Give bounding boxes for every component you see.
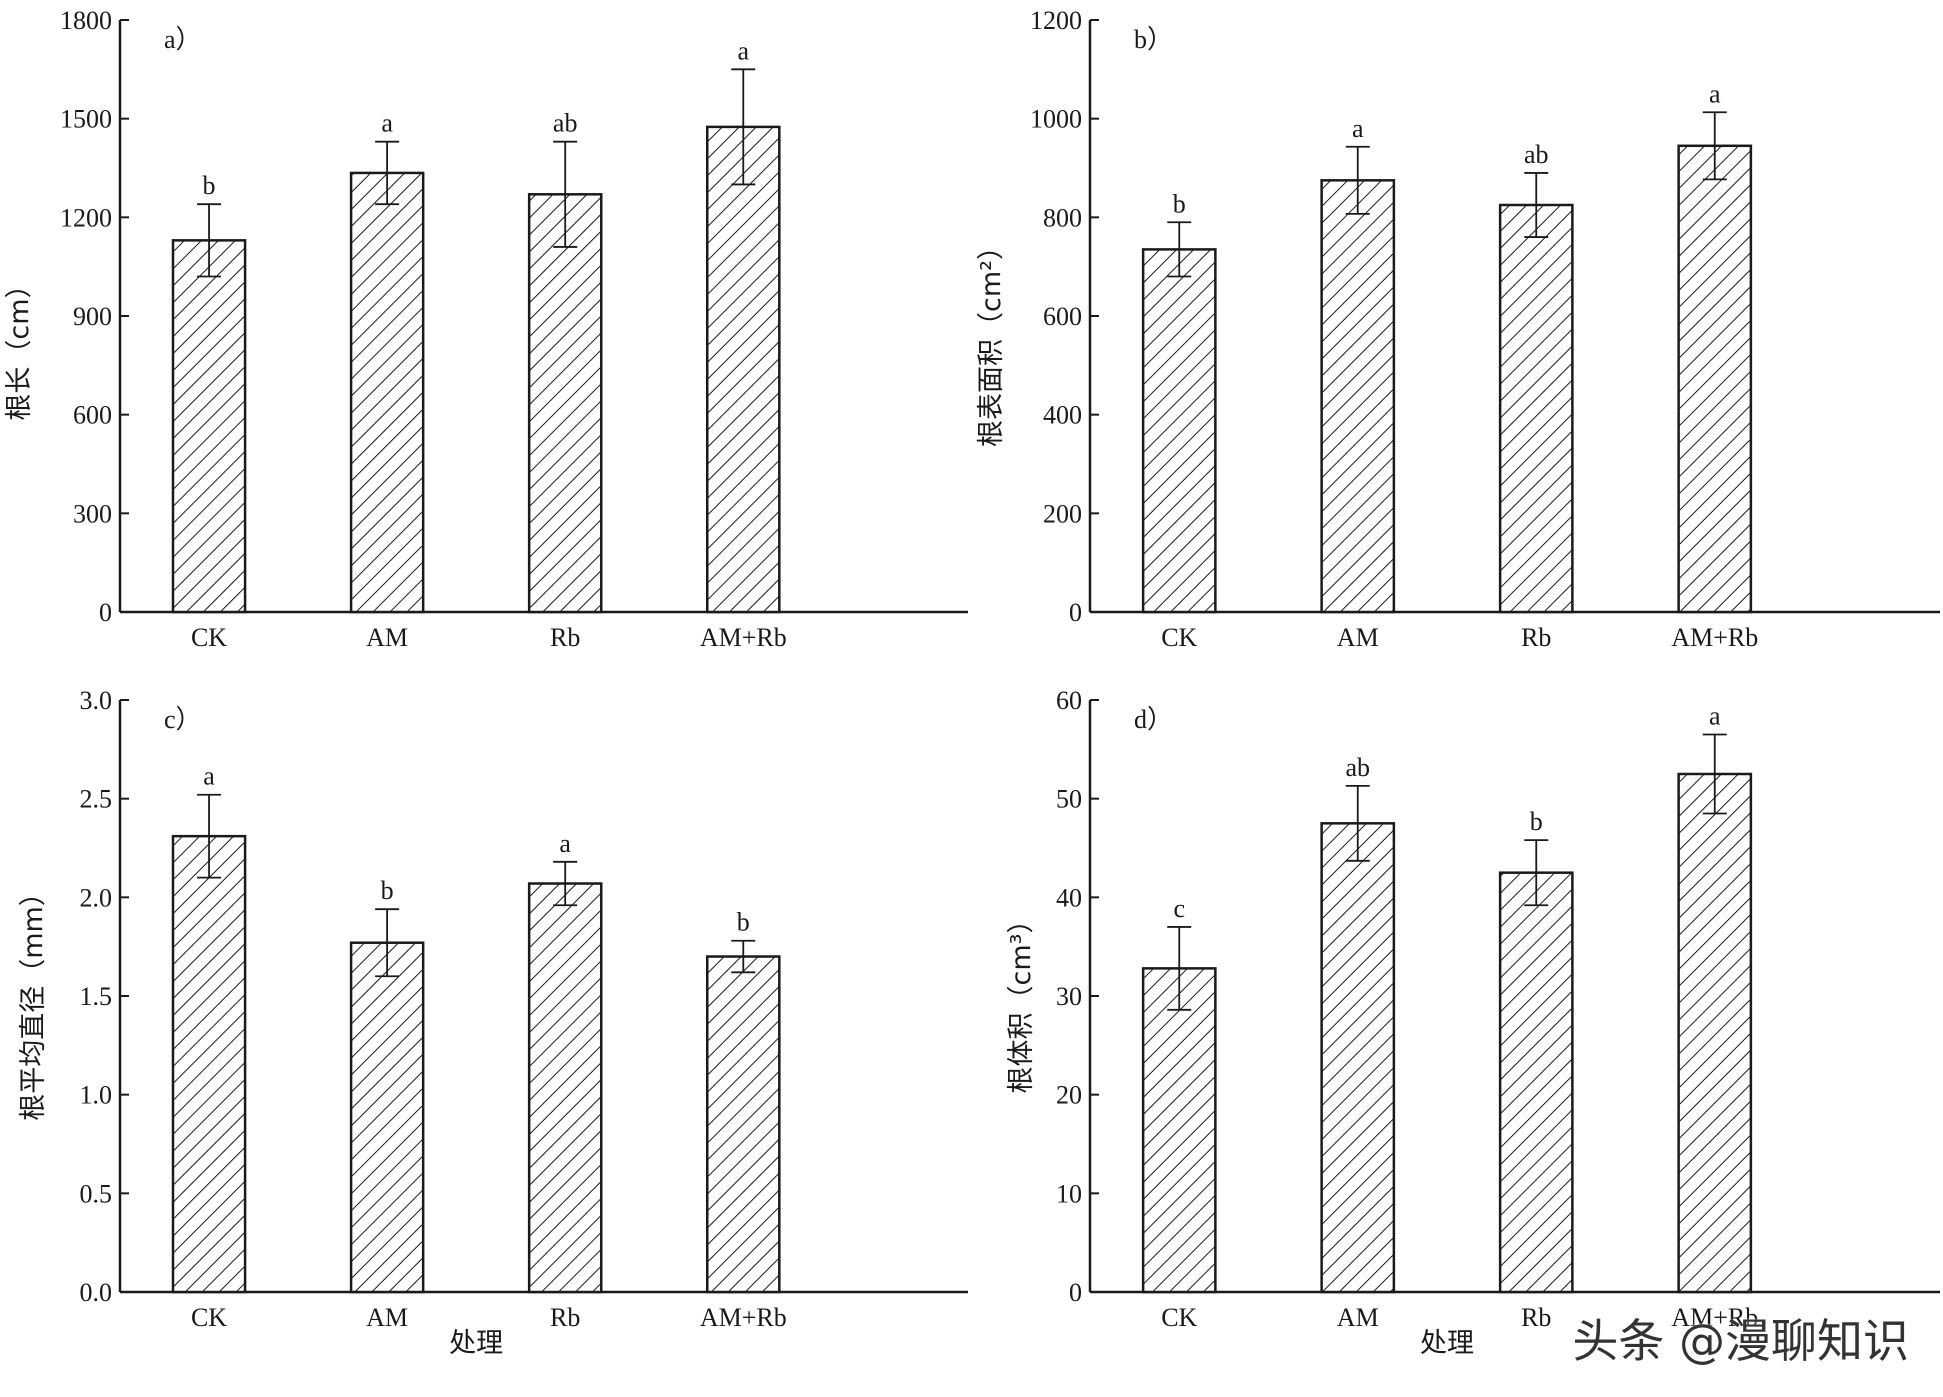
y-tick-label: 200 (1043, 499, 1082, 528)
significance-letter: a (559, 829, 571, 858)
y-axis-label: 根体积（cm³） (1006, 907, 1037, 1094)
significance-letter: b (737, 908, 750, 937)
bar (1141, 248, 1217, 614)
y-tick-label: 30 (1056, 982, 1082, 1011)
bar (705, 955, 781, 1294)
y-tick-label: 1.0 (80, 1081, 113, 1110)
significance-letter: a (738, 36, 750, 65)
bar (1677, 772, 1753, 1294)
y-axis-label: 根长（cm） (4, 271, 35, 420)
y-tick-label: 2.0 (80, 883, 113, 912)
bar (1498, 203, 1574, 614)
y-tick-label: 2.5 (80, 785, 113, 814)
x-tick-label: AM+Rb (700, 1303, 787, 1332)
x-tick-label: CK (191, 1303, 227, 1332)
bar (527, 882, 603, 1294)
bar (1141, 967, 1217, 1294)
x-tick-label: CK (1161, 623, 1197, 652)
y-tick-label: 0 (1069, 1278, 1082, 1307)
y-tick-label: 40 (1056, 883, 1082, 912)
y-tick-label: 1200 (60, 203, 112, 232)
bar (1677, 144, 1753, 614)
chart-panel-c: 0.00.51.01.52.02.53.0c）aCKbAMaRbbAM+Rb根平… (18, 686, 968, 1359)
y-tick-label: 600 (1043, 302, 1082, 331)
y-tick-label: 20 (1056, 1081, 1082, 1110)
x-tick-label: AM+Rb (1671, 1303, 1758, 1332)
bar (705, 125, 781, 614)
y-axis-label: 根平均直径（mm） (18, 879, 49, 1121)
y-tick-label: 400 (1043, 401, 1082, 430)
bar (527, 193, 603, 614)
x-tick-label: CK (191, 623, 227, 652)
x-tick-label: AM (1337, 623, 1379, 652)
significance-letter: c (1173, 894, 1185, 923)
x-tick-label: Rb (550, 1303, 580, 1332)
y-axis-label: 根表面积（cm²） (976, 233, 1007, 447)
y-tick-label: 0 (99, 598, 112, 627)
significance-letter: ab (553, 109, 578, 138)
y-tick-label: 1.5 (80, 982, 113, 1011)
y-tick-label: 0 (1069, 598, 1082, 627)
x-tick-label: Rb (1521, 1303, 1551, 1332)
chart-panel-a: 0 300 600 900 1200 1500 1800 a） b CK a AM ab Rb a AM+Rb… (4, 6, 968, 652)
panel-label: a） (164, 25, 202, 54)
x-tick-label: AM (366, 1303, 408, 1332)
bar (349, 171, 425, 614)
y-tick-label: 10 (1056, 1179, 1082, 1208)
significance-letter: a (203, 762, 215, 791)
bar (171, 834, 247, 1294)
y-tick-label: 1000 (1030, 105, 1082, 134)
chart-panel-b: 0 200 400 600 800 1000 1200 b） b CK a AM ab Rb a AM+Rb 根… (976, 6, 1940, 652)
x-tick-label: Rb (1521, 623, 1551, 652)
y-tick-label: 50 (1056, 785, 1082, 814)
x-axis-label: 处理 (449, 1328, 503, 1359)
y-tick-label: 300 (73, 499, 112, 528)
x-tick-label: AM (366, 623, 408, 652)
significance-letter: a (1709, 702, 1721, 731)
y-tick-label: 0.0 (80, 1278, 113, 1307)
watermark-text: 头条 @漫聊知识 (1572, 1314, 1909, 1368)
y-tick-label: 1200 (1030, 6, 1082, 35)
y-tick-label: 60 (1056, 686, 1082, 715)
x-tick-label: AM+Rb (1671, 623, 1758, 652)
chart-panel-d: 0 10 20 30 40 50 60 d） c CK ab AM b Rb a AM+Rb 根体积（cm³） 处… (1006, 686, 1940, 1359)
significance-letter: b (1173, 189, 1186, 218)
y-tick-label: 600 (73, 401, 112, 430)
significance-letter: a (1352, 114, 1364, 143)
significance-letter: ab (1524, 140, 1549, 169)
significance-letter: b (1530, 807, 1543, 836)
significance-letter: b (381, 876, 394, 905)
y-tick-label: 1500 (60, 105, 112, 134)
y-tick-label: 3.0 (80, 686, 113, 715)
x-tick-label: CK (1161, 1303, 1197, 1332)
bar (1320, 822, 1396, 1294)
y-tick-label: 800 (1043, 203, 1082, 232)
panel-label: d） (1134, 705, 1173, 734)
x-axis-label: 处理 (1420, 1328, 1474, 1359)
bar (349, 941, 425, 1294)
panel-label: c） (164, 705, 202, 734)
y-tick-label: 0.5 (80, 1179, 113, 1208)
x-tick-label: AM (1337, 1303, 1379, 1332)
x-tick-label: Rb (550, 623, 580, 652)
bar (1320, 179, 1396, 614)
bar (171, 239, 247, 614)
x-tick-label: AM+Rb (700, 623, 787, 652)
significance-letter: a (381, 109, 393, 138)
significance-letter: b (203, 171, 216, 200)
y-tick-label: 900 (73, 302, 112, 331)
significance-letter: ab (1345, 753, 1370, 782)
bar (1498, 871, 1574, 1294)
y-tick-label: 1800 (60, 6, 112, 35)
panel-label: b） (1134, 25, 1173, 54)
significance-letter: a (1709, 79, 1721, 108)
